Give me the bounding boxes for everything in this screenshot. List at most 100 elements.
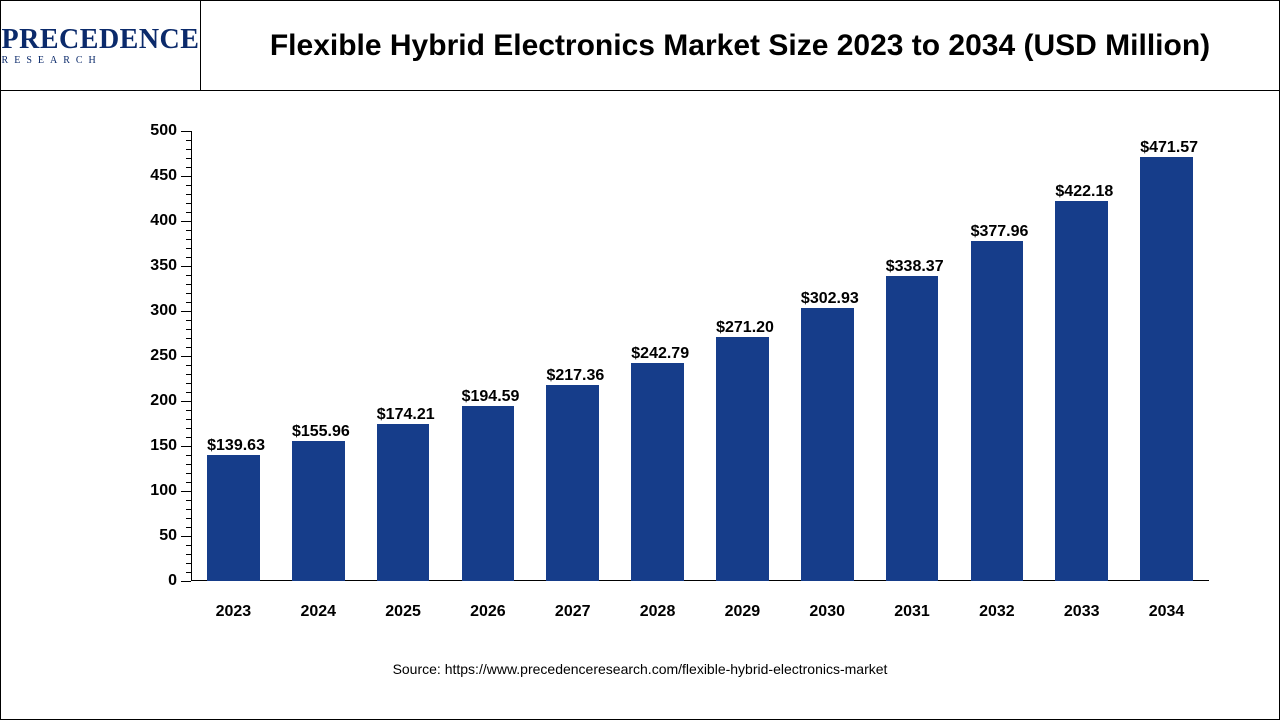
y-minor-tick (186, 149, 191, 150)
bar-value-label: $217.36 (546, 367, 604, 385)
y-minor-tick (186, 329, 191, 330)
y-axis-label: 300 (150, 302, 191, 320)
y-minor-tick (186, 428, 191, 429)
y-minor-tick (186, 374, 191, 375)
bar-slot: $242.79 (615, 131, 700, 581)
y-minor-tick (186, 437, 191, 438)
x-axis-label: 2032 (954, 603, 1039, 621)
y-minor-tick (186, 410, 191, 411)
y-minor-tick (186, 185, 191, 186)
bar-slot: $174.21 (361, 131, 446, 581)
bar: $271.20 (716, 337, 769, 581)
y-minor-tick (186, 248, 191, 249)
x-axis-label: 2023 (191, 603, 276, 621)
y-axis-label: 450 (150, 167, 191, 185)
bar-slot: $471.57 (1124, 131, 1209, 581)
y-minor-tick (186, 140, 191, 141)
y-axis-label: 0 (168, 572, 191, 590)
bar: $422.18 (1055, 201, 1108, 581)
bar-value-label: $155.96 (292, 423, 350, 441)
bar: $242.79 (631, 363, 684, 582)
y-minor-tick (186, 383, 191, 384)
y-minor-tick (186, 563, 191, 564)
y-minor-tick (186, 518, 191, 519)
bar-slot: $194.59 (445, 131, 530, 581)
y-minor-tick (186, 284, 191, 285)
bar-slot: $422.18 (1039, 131, 1124, 581)
bar: $155.96 (292, 441, 345, 581)
chart-title: Flexible Hybrid Electronics Market Size … (211, 28, 1269, 64)
y-minor-tick (186, 230, 191, 231)
logo-cell: PRECEDENCE RESEARCH (1, 1, 201, 90)
y-minor-tick (186, 473, 191, 474)
x-axis-label: 2028 (615, 603, 700, 621)
brand-sub: RESEARCH (2, 56, 200, 66)
title-cell: Flexible Hybrid Electronics Market Size … (201, 22, 1279, 70)
y-minor-tick (186, 419, 191, 420)
x-axis-label: 2026 (445, 603, 530, 621)
y-minor-tick (186, 545, 191, 546)
source-text: Source: https://www.precedenceresearch.c… (1, 651, 1279, 693)
bars-group: $139.63 $155.96 $174.21 $194.59 $217.36 $242.… (191, 131, 1209, 581)
y-axis-label: 50 (159, 527, 191, 545)
bar-value-label: $271.20 (716, 319, 774, 337)
y-minor-tick (186, 347, 191, 348)
x-axis-label: 2029 (700, 603, 785, 621)
x-axis-label: 2030 (785, 603, 870, 621)
y-minor-tick (186, 500, 191, 501)
y-axis-label: 350 (150, 257, 191, 275)
y-minor-tick (186, 320, 191, 321)
y-minor-tick (186, 239, 191, 240)
bar-slot: $377.96 (954, 131, 1039, 581)
brand-logo: PRECEDENCE RESEARCH (2, 26, 200, 66)
y-minor-tick (186, 455, 191, 456)
y-minor-tick (186, 293, 191, 294)
y-minor-tick (186, 167, 191, 168)
chart-container: PRECEDENCE RESEARCH Flexible Hybrid Elec… (0, 0, 1280, 720)
bar-slot: $217.36 (530, 131, 615, 581)
y-minor-tick (186, 302, 191, 303)
plot-inner: $139.63 $155.96 $174.21 $194.59 $217.36 $242.… (191, 131, 1209, 581)
y-minor-tick (186, 203, 191, 204)
bar-value-label: $302.93 (801, 290, 859, 308)
plot: $139.63 $155.96 $174.21 $194.59 $217.36 $242.… (31, 111, 1249, 641)
header-row: PRECEDENCE RESEARCH Flexible Hybrid Elec… (1, 1, 1279, 91)
bar: $471.57 (1140, 157, 1193, 581)
bar-value-label: $471.57 (1140, 139, 1198, 157)
y-minor-tick (186, 158, 191, 159)
bar-value-label: $139.63 (207, 437, 265, 455)
bar-value-label: $174.21 (377, 406, 435, 424)
chart-area: $139.63 $155.96 $174.21 $194.59 $217.36 $242.… (1, 91, 1279, 651)
bar: $377.96 (971, 241, 1024, 581)
y-minor-tick (186, 257, 191, 258)
x-axis-label: 2024 (276, 603, 361, 621)
x-axis-label: 2025 (361, 603, 446, 621)
y-axis-label: 500 (150, 122, 191, 140)
bar-value-label: $338.37 (886, 258, 944, 276)
bar-value-label: $242.79 (631, 345, 689, 363)
y-minor-tick (186, 392, 191, 393)
bar: $302.93 (801, 308, 854, 581)
bar: $338.37 (886, 276, 939, 581)
y-minor-tick (186, 464, 191, 465)
bar-slot: $338.37 (870, 131, 955, 581)
bar-value-label: $377.96 (971, 223, 1029, 241)
y-minor-tick (186, 482, 191, 483)
y-minor-tick (186, 212, 191, 213)
x-axis-label: 2031 (870, 603, 955, 621)
y-axis-label: 150 (150, 437, 191, 455)
bar: $217.36 (546, 385, 599, 581)
bar-slot: $302.93 (785, 131, 870, 581)
bar: $174.21 (377, 424, 430, 581)
y-minor-tick (186, 554, 191, 555)
brand-name: PRECEDENCE (2, 24, 200, 55)
y-axis-label: 400 (150, 212, 191, 230)
bar-value-label: $194.59 (462, 388, 520, 406)
bar-slot: $271.20 (700, 131, 785, 581)
bar: $139.63 (207, 455, 260, 581)
y-minor-tick (186, 275, 191, 276)
y-minor-tick (186, 194, 191, 195)
bar: $194.59 (462, 406, 515, 581)
bar-slot: $155.96 (276, 131, 361, 581)
y-axis-label: 200 (150, 392, 191, 410)
